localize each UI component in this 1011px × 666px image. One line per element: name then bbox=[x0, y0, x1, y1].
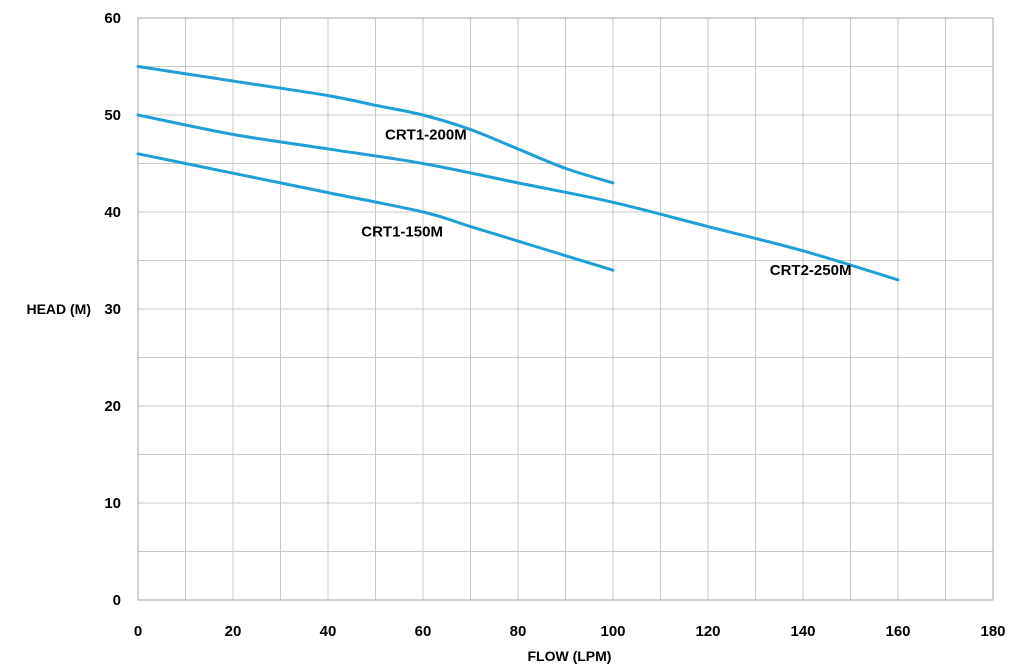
series-labels: CRT1-200M CRT2-250M CRT1-150M bbox=[361, 126, 851, 279]
series-label-crt1-200m: CRT1-200M bbox=[385, 126, 467, 143]
x-tick-label: 60 bbox=[415, 623, 432, 640]
grid bbox=[138, 18, 993, 600]
x-tick-label: 140 bbox=[790, 623, 815, 640]
series-lines bbox=[136, 65, 900, 282]
x-tick-label: 0 bbox=[134, 623, 142, 640]
y-tick-label: 20 bbox=[104, 398, 121, 415]
plot-area bbox=[137, 17, 994, 601]
y-tick-label: 30 bbox=[104, 301, 121, 318]
x-axis-ticks: 0 20 40 60 80 100 120 140 160 180 bbox=[134, 623, 1006, 640]
series-line-crt1-150m bbox=[136, 152, 615, 272]
y-tick-label: 40 bbox=[104, 204, 121, 221]
x-tick-label: 40 bbox=[320, 623, 337, 640]
x-tick-label: 20 bbox=[225, 623, 242, 640]
x-tick-label: 160 bbox=[885, 623, 910, 640]
x-tick-label: 80 bbox=[510, 623, 527, 640]
x-tick-label: 100 bbox=[600, 623, 625, 640]
y-axis-title: HEAD (M) bbox=[26, 301, 91, 317]
series-label-crt1-150m: CRT1-150M bbox=[361, 223, 443, 240]
x-tick-label: 120 bbox=[695, 623, 720, 640]
y-tick-label: 50 bbox=[104, 107, 121, 124]
series-label-crt2-250m: CRT2-250M bbox=[770, 262, 852, 279]
series-line-crt2-250m bbox=[136, 113, 900, 282]
y-tick-label: 10 bbox=[104, 495, 121, 512]
x-axis-title: FLOW (LPM) bbox=[528, 648, 612, 664]
y-tick-label: 0 bbox=[113, 592, 121, 609]
y-tick-label: 60 bbox=[104, 10, 121, 27]
x-tick-label: 180 bbox=[980, 623, 1005, 640]
y-axis-ticks: 0 10 20 30 40 50 60 bbox=[104, 10, 121, 609]
series-line-crt1-200m bbox=[136, 65, 615, 185]
